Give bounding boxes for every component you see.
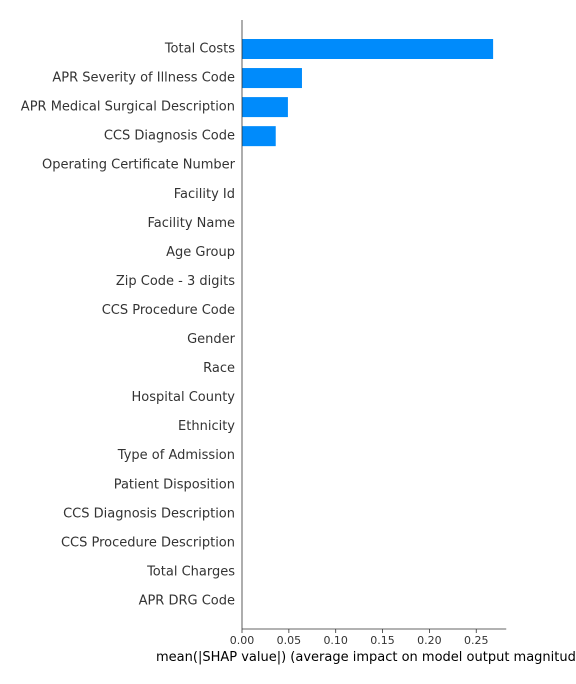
feature-label: Total Costs (164, 42, 235, 57)
x-tick-label: 0.00 (230, 634, 255, 647)
feature-label: Total Charges (146, 564, 235, 579)
feature-label: Hospital County (132, 390, 236, 405)
x-ticks-group: 0.00 0.05 0.10 0.15 0.20 0.25 (230, 629, 489, 647)
bar (242, 97, 288, 118)
feature-label: Age Group (166, 245, 235, 260)
x-axis-title: mean(|SHAP value|) (average impact on mo… (156, 650, 576, 665)
x-tick-label: 0.25 (464, 634, 489, 647)
x-tick-label: 0.10 (323, 634, 348, 647)
feature-label: APR Medical Surgical Description (21, 100, 235, 115)
feature-label: Facility Id (174, 187, 235, 202)
feature-label: Patient Disposition (114, 477, 235, 492)
feature-label: Type of Admission (117, 448, 235, 463)
feature-label: APR Severity of Illness Code (52, 71, 235, 86)
x-tick-label: 0.15 (370, 634, 395, 647)
feature-label: Ethnicity (178, 419, 235, 434)
x-tick-label: 0.05 (277, 634, 302, 647)
feature-label: CCS Diagnosis Code (104, 129, 235, 144)
bar (242, 126, 276, 147)
x-tick-label: 0.20 (417, 634, 442, 647)
bar (242, 39, 494, 59)
bar (242, 68, 302, 89)
feature-label: Operating Certificate Number (42, 158, 236, 173)
feature-label: APR DRG Code (139, 593, 235, 608)
feature-label: Gender (187, 332, 236, 347)
feature-label: CCS Procedure Description (61, 535, 235, 550)
feature-label: Race (203, 361, 235, 376)
feature-label: Zip Code - 3 digits (116, 274, 235, 289)
feature-label: CCS Procedure Code (102, 303, 235, 318)
feature-labels-group: Total Costs APR Severity of Illness Code A… (21, 42, 236, 609)
feature-label: Facility Name (147, 216, 235, 231)
bars-group (242, 39, 494, 147)
feature-label: CCS Diagnosis Description (63, 506, 235, 521)
